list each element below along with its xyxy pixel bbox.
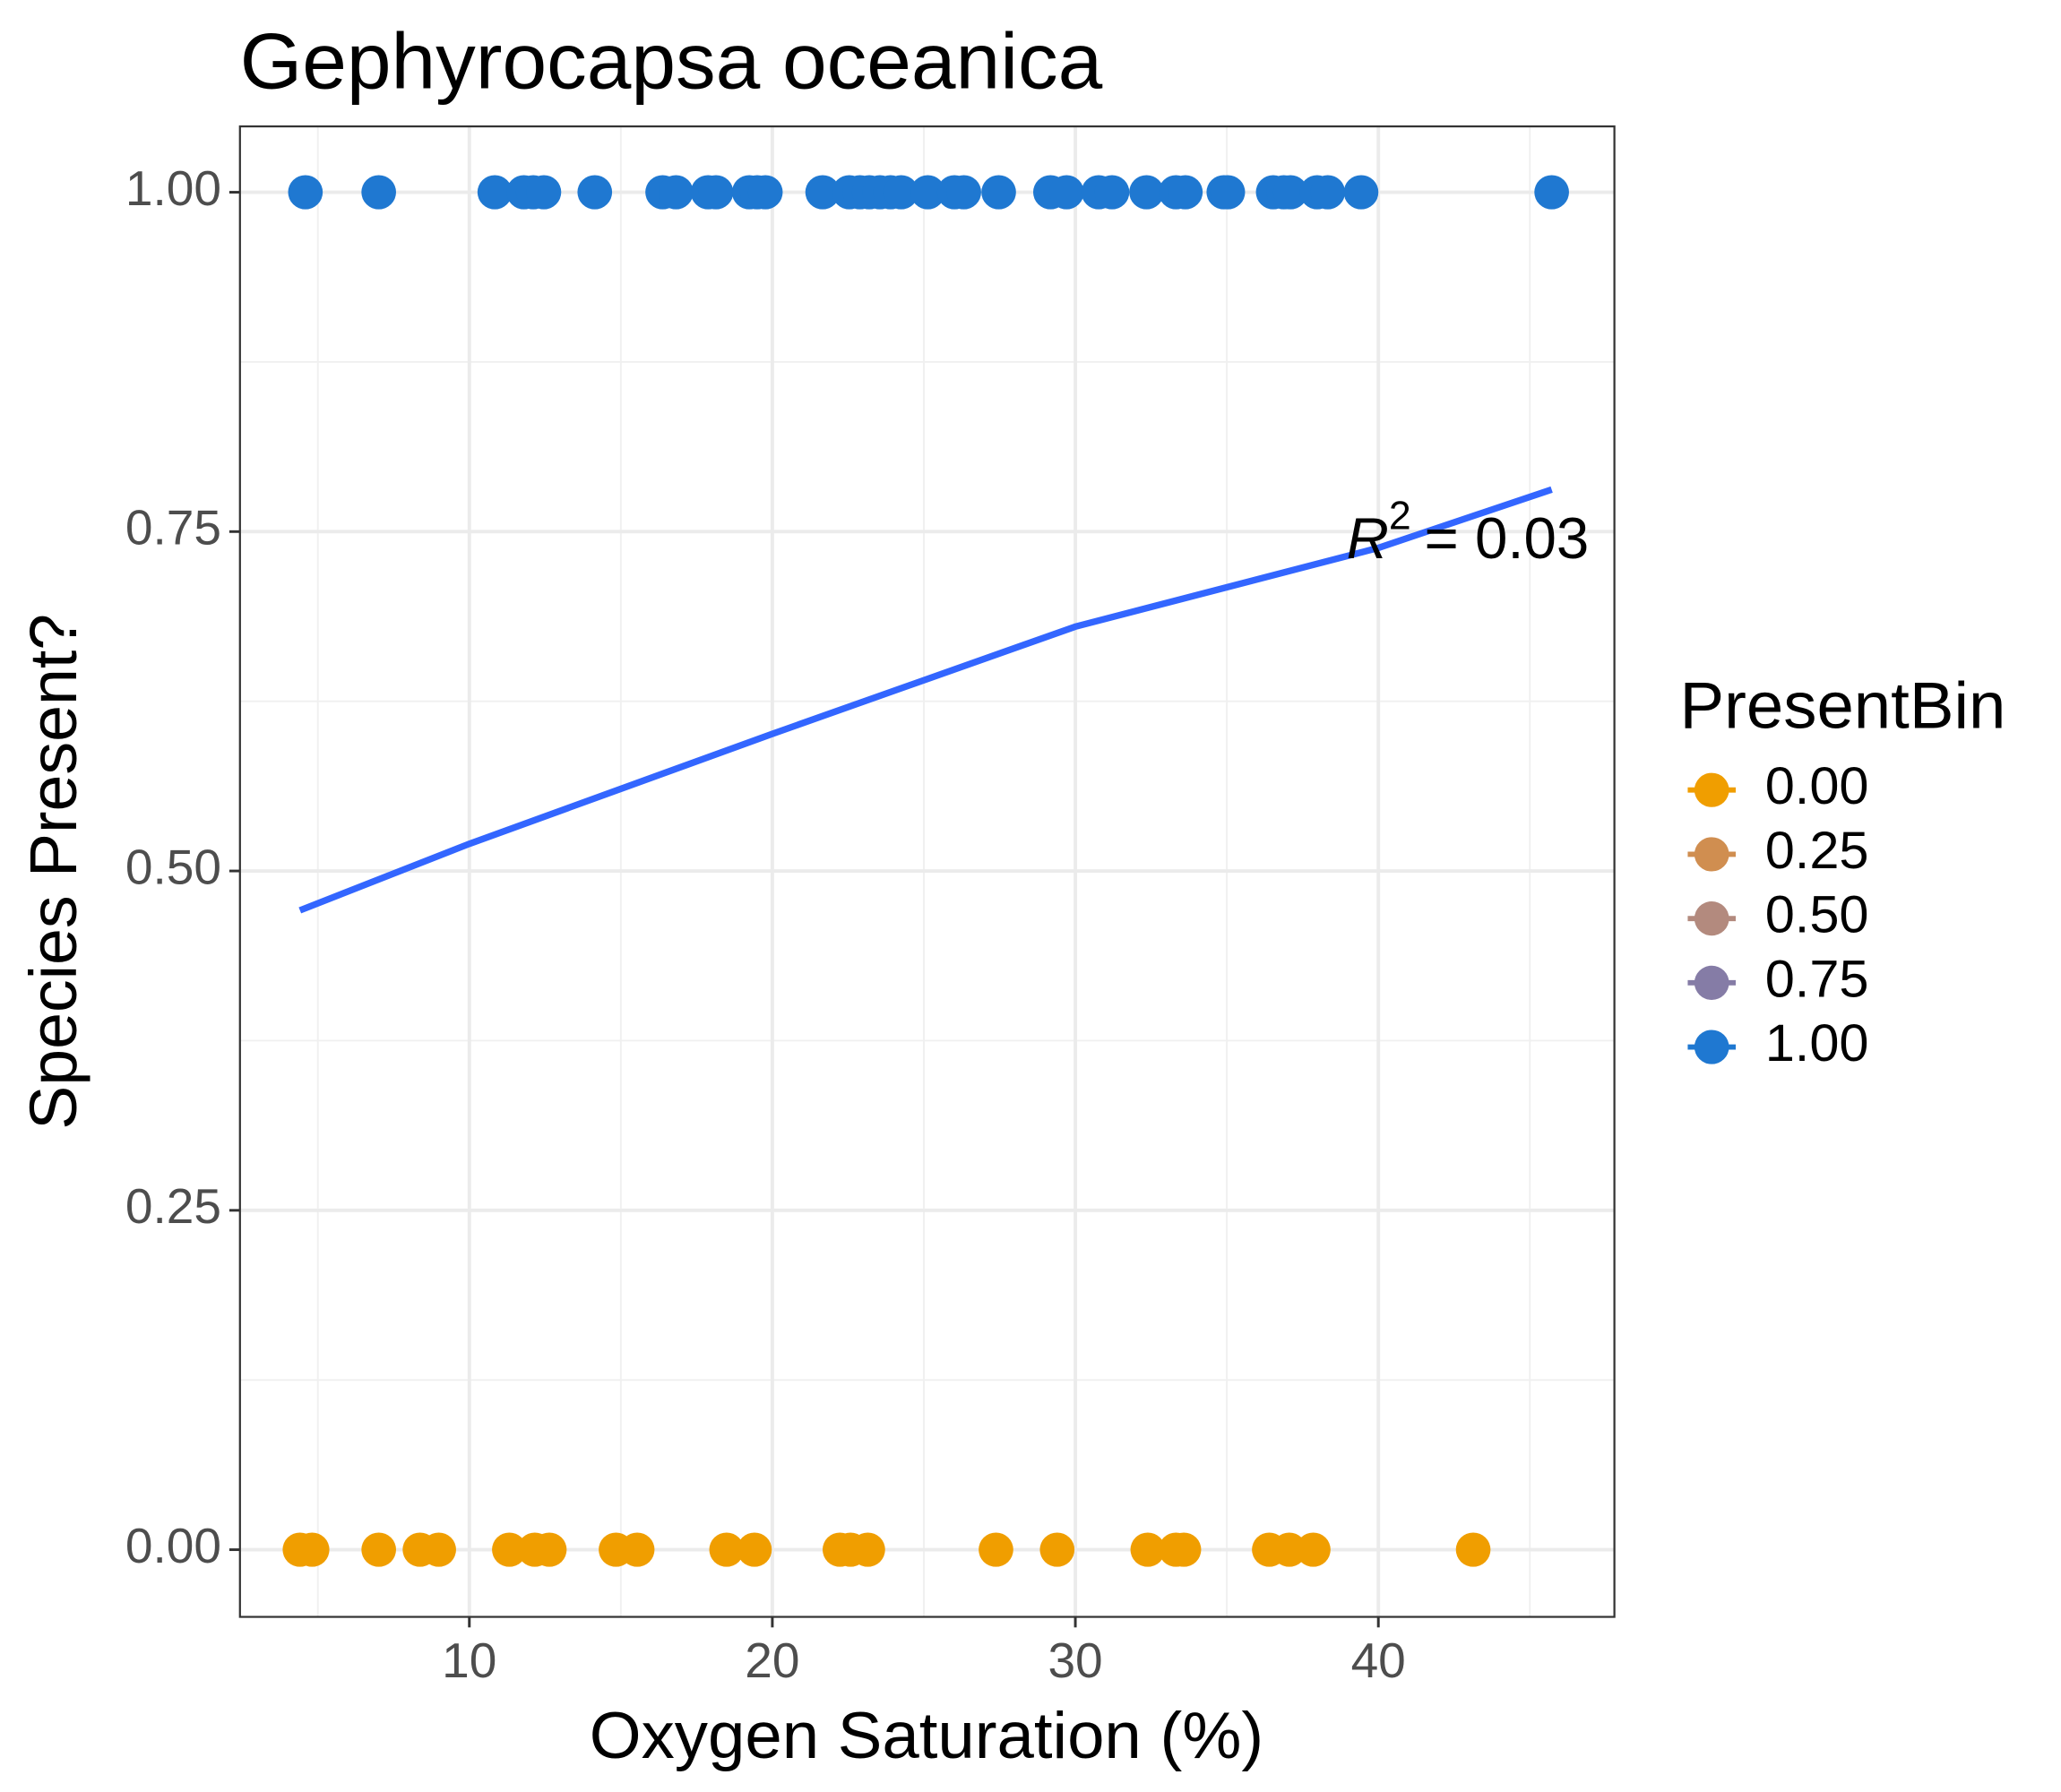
x-axis-title: Oxygen Saturation (%)	[590, 1698, 1263, 1771]
annotation-superscript: 2	[1389, 495, 1411, 538]
point	[1210, 175, 1246, 210]
legend-label: 0.50	[1765, 884, 1869, 944]
x-tick-label: 20	[745, 1633, 799, 1688]
annotation: R2 = 0.03	[1347, 495, 1590, 571]
point	[1343, 175, 1379, 210]
y-tick-label: 0.25	[125, 1178, 221, 1234]
point	[492, 1532, 527, 1567]
point	[1048, 175, 1084, 210]
legend-key	[1694, 965, 1729, 1000]
point	[884, 175, 918, 210]
y-tick-label: 1.00	[125, 160, 221, 216]
point	[981, 175, 1016, 210]
point	[910, 175, 945, 210]
legend-label: 1.00	[1765, 1012, 1869, 1073]
point	[1534, 175, 1569, 210]
legend-key	[1694, 837, 1729, 872]
point	[659, 175, 694, 210]
point	[747, 175, 783, 210]
legend-key	[1694, 901, 1729, 936]
chart-title: Gephyrocapsa oceanica	[240, 17, 1103, 105]
y-tick-label: 0.50	[125, 840, 221, 895]
point	[1296, 1532, 1331, 1567]
point	[1272, 1532, 1307, 1567]
point	[288, 175, 323, 210]
point	[531, 1532, 567, 1567]
point	[1130, 1532, 1166, 1567]
point	[850, 1532, 885, 1567]
x-tick-label: 10	[442, 1633, 496, 1688]
point	[1129, 175, 1164, 210]
point	[1039, 1532, 1075, 1567]
point	[1310, 175, 1346, 210]
plot-border	[238, 125, 1616, 1618]
legend-label: 0.75	[1765, 949, 1869, 1009]
point	[1168, 175, 1203, 210]
annotation-italic: R	[1347, 505, 1389, 571]
fit-line	[298, 486, 1553, 914]
y-tick-label: 0.75	[125, 500, 221, 556]
point	[477, 175, 513, 210]
annotation-text: = 0.03	[1425, 505, 1590, 571]
point	[946, 175, 981, 210]
point	[361, 175, 396, 210]
legend-title: PresentBin	[1680, 668, 2006, 742]
legend-key	[1694, 1030, 1729, 1064]
point	[709, 1532, 745, 1567]
point	[294, 1532, 330, 1567]
x-tick-label: 40	[1351, 1633, 1406, 1688]
point	[421, 1532, 456, 1567]
point	[526, 175, 562, 210]
point	[737, 1532, 772, 1567]
legend-key	[1694, 772, 1729, 807]
point	[619, 1532, 655, 1567]
legend-label: 0.00	[1765, 756, 1869, 816]
point	[805, 175, 841, 210]
point	[361, 1532, 396, 1567]
y-tick-label: 0.00	[125, 1518, 221, 1573]
point	[698, 175, 734, 210]
x-tick-label: 30	[1048, 1633, 1102, 1688]
point	[1166, 1532, 1202, 1567]
point	[979, 1532, 1013, 1567]
point	[577, 175, 613, 210]
point	[1455, 1532, 1491, 1567]
point	[1094, 175, 1130, 210]
legend-label: 0.25	[1765, 820, 1869, 880]
point	[1272, 175, 1308, 210]
y-axis-title: Species Present?	[15, 614, 91, 1130]
